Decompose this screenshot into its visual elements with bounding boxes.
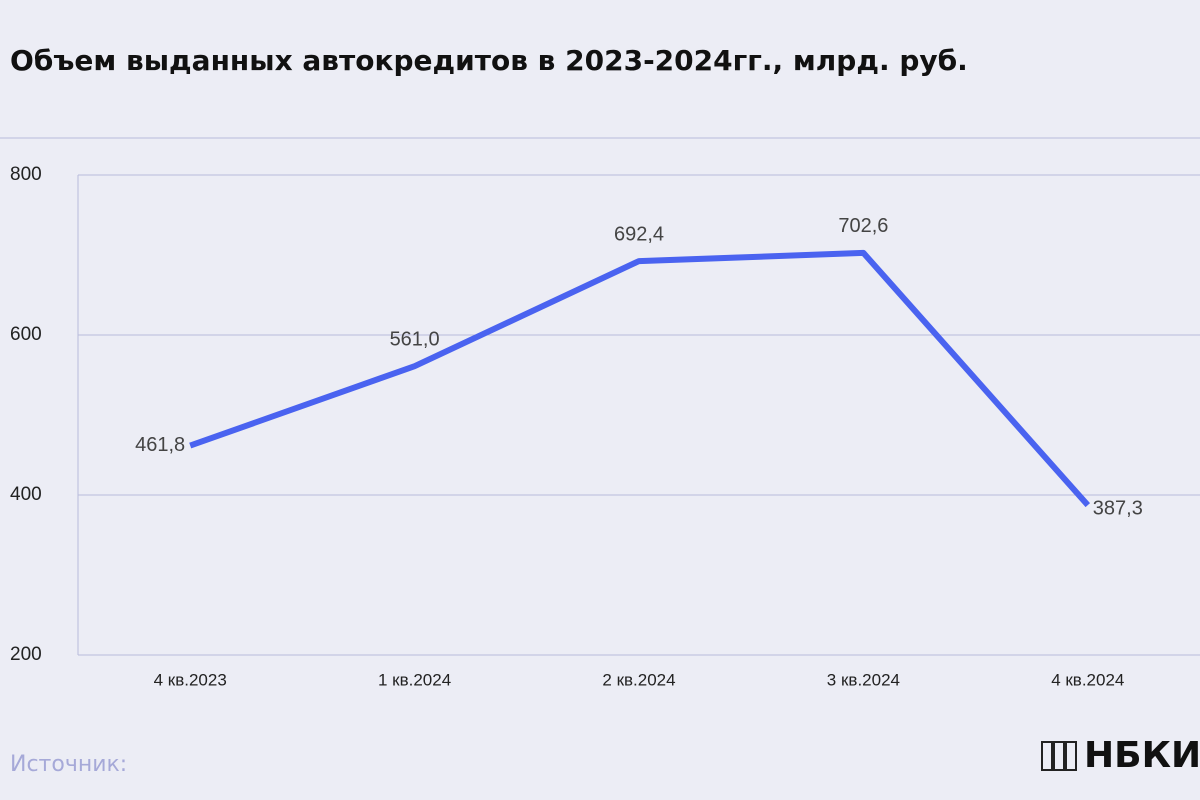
logo-icon: [1041, 741, 1077, 771]
x-tick-label: 4 кв.2023: [154, 670, 227, 689]
value-label: 461,8: [135, 434, 185, 456]
value-label: 561,0: [390, 328, 440, 350]
x-tick-label: 2 кв.2024: [602, 670, 675, 689]
chart-title: Объем выданных автокредитов в 2023-2024г…: [10, 44, 968, 77]
y-tick-label: 200: [10, 644, 42, 665]
value-label: 702,6: [838, 215, 888, 237]
y-tick-label: 800: [10, 164, 42, 185]
y-tick-label: 400: [10, 484, 42, 505]
x-tick-label: 1 кв.2024: [378, 670, 451, 689]
line: [189, 249, 1091, 508]
x-tick-label: 3 кв.2024: [827, 670, 900, 689]
logo: НБКИ: [1084, 735, 1200, 776]
x-tick-label: 4 кв.2024: [1051, 670, 1124, 689]
source: Источник:: [10, 752, 127, 777]
y-tick-label: 600: [10, 324, 42, 345]
value-label: 387,3: [1093, 497, 1143, 519]
value-label: 692,4: [614, 223, 664, 245]
